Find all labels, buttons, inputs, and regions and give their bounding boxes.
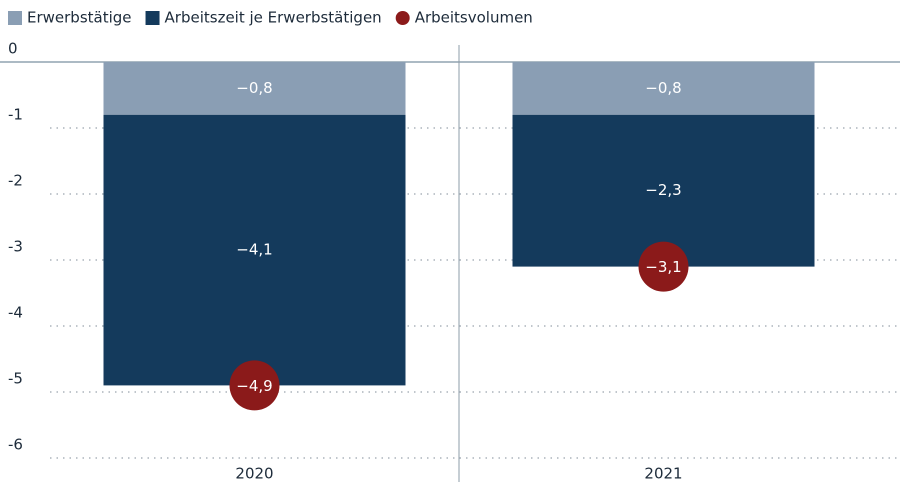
legend-marker	[395, 11, 410, 25]
y-tick-label: -5	[8, 370, 23, 388]
y-tick-label: -3	[8, 238, 23, 256]
bar-label: −2,3	[645, 181, 681, 199]
y-tick-label: -6	[8, 436, 23, 454]
bar-segment	[103, 62, 406, 115]
bar-segment	[103, 114, 406, 386]
total-dot	[638, 241, 689, 292]
total-dot	[229, 360, 280, 411]
y-tick-label: 0	[8, 40, 18, 58]
legend-label: Erwerbstätige	[27, 9, 132, 27]
dot-label: −4,9	[236, 377, 272, 395]
y-tick-label: -4	[8, 304, 23, 322]
bar-label: −0,8	[236, 79, 272, 97]
x-tick-label: 2020	[235, 465, 273, 483]
bar-label: −4,1	[236, 241, 272, 259]
bar-segment	[512, 114, 815, 267]
legend-label: Arbeitszeit je Erwerbstätigen	[165, 9, 382, 27]
x-tick-label: 2021	[644, 465, 682, 483]
legend-label: Arbeitsvolumen	[415, 9, 533, 27]
y-tick-label: -2	[8, 172, 23, 190]
legend-marker	[145, 11, 160, 25]
legend-marker	[8, 11, 22, 25]
y-tick-label: -1	[8, 106, 23, 124]
dot-label: −3,1	[645, 258, 681, 276]
bar-label: −0,8	[645, 79, 681, 97]
bar-segment	[512, 62, 815, 115]
